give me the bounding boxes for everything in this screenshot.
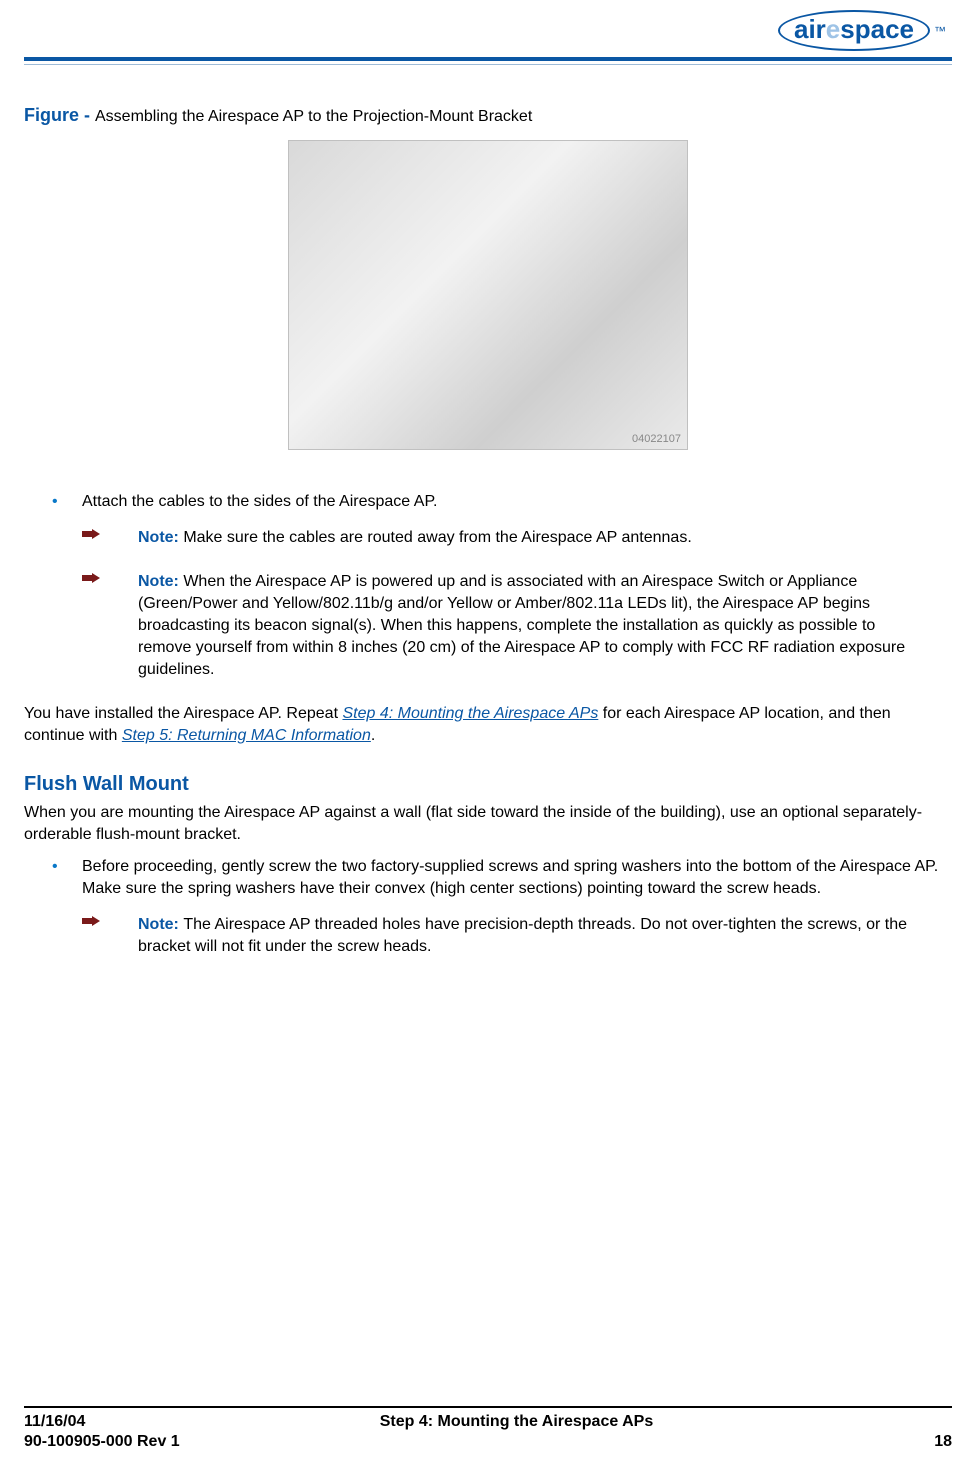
airespace-logo: air e space ™ — [778, 10, 946, 51]
note-thread-depth: Note: The Airespace AP threaded holes ha… — [82, 914, 952, 958]
page-footer: 11/16/04 Step 4: Mounting the Airespace … — [24, 1406, 952, 1452]
logo-text-air: air — [794, 14, 826, 45]
para-text-pre: You have installed the Airespace AP. Rep… — [24, 705, 342, 722]
note-text-content: Make sure the cables are routed away fro… — [183, 529, 691, 546]
bullet-text: Before proceeding, gently screw the two … — [82, 856, 952, 900]
figure-heading: Figure - Assembling the Airespace AP to … — [24, 105, 952, 126]
logo-text-space: space — [840, 14, 914, 45]
figure-caption: Assembling the Airespace AP to the Proje… — [95, 108, 532, 125]
note-arrow-icon — [82, 571, 138, 583]
footer-section-title: Step 4: Mounting the Airespace APs — [380, 1412, 654, 1432]
link-step4[interactable]: Step 4: Mounting the Airespace APs — [342, 705, 598, 722]
header-rule-thin — [24, 64, 952, 65]
footer-revision: 90-100905-000 Rev 1 — [24, 1432, 180, 1452]
logo-oval: air e space — [778, 10, 930, 51]
note-label: Note: — [138, 573, 183, 590]
note-text-content: When the Airespace AP is powered up and … — [138, 573, 905, 678]
note-rf-exposure: Note: When the Airespace AP is powered u… — [82, 571, 952, 681]
bullet-screw-washers: • Before proceeding, gently screw the tw… — [52, 856, 952, 900]
note-body: Note: When the Airespace AP is powered u… — [138, 571, 922, 681]
figure-image-placeholder — [288, 140, 688, 450]
note-text-content: The Airespace AP threaded holes have pre… — [138, 916, 907, 955]
paragraph-repeat-step: You have installed the Airespace AP. Rep… — [24, 703, 952, 747]
heading-flush-wall-mount: Flush Wall Mount — [24, 773, 952, 796]
note-label: Note: — [138, 916, 183, 933]
bullet-icon: • — [52, 491, 82, 513]
bullet-icon: • — [52, 856, 82, 878]
footer-page-number: 18 — [934, 1432, 952, 1452]
note-route-cables: Note: Make sure the cables are routed aw… — [82, 527, 952, 549]
note-arrow-icon — [82, 527, 138, 539]
footer-rule — [24, 1406, 952, 1408]
logo-trademark: ™ — [934, 24, 946, 38]
figure-image-container — [24, 140, 952, 455]
page-header: air e space ™ — [24, 10, 952, 51]
bullet-attach-cables: • Attach the cables to the sides of the … — [52, 491, 952, 513]
note-label: Note: — [138, 529, 183, 546]
document-page: air e space ™ Figure - Assembling the Ai… — [0, 0, 976, 1466]
footer-date: 11/16/04 — [24, 1412, 85, 1432]
header-rule-thick — [24, 57, 952, 61]
paragraph-flush-intro: When you are mounting the Airespace AP a… — [24, 802, 952, 846]
footer-row-1: 11/16/04 Step 4: Mounting the Airespace … — [24, 1412, 952, 1432]
para-text-post: . — [371, 727, 375, 744]
note-body: Note: Make sure the cables are routed aw… — [138, 527, 692, 549]
link-step5[interactable]: Step 5: Returning MAC Information — [122, 727, 371, 744]
footer-row-2: 90-100905-000 Rev 1 18 — [24, 1432, 952, 1452]
footer-spacer — [948, 1412, 952, 1432]
logo-text-e: e — [826, 14, 840, 45]
note-arrow-icon — [82, 914, 138, 926]
bullet-text: Attach the cables to the sides of the Ai… — [82, 491, 438, 513]
note-body: Note: The Airespace AP threaded holes ha… — [138, 914, 922, 958]
footer-spacer — [555, 1432, 559, 1452]
figure-label: Figure - — [24, 105, 95, 125]
